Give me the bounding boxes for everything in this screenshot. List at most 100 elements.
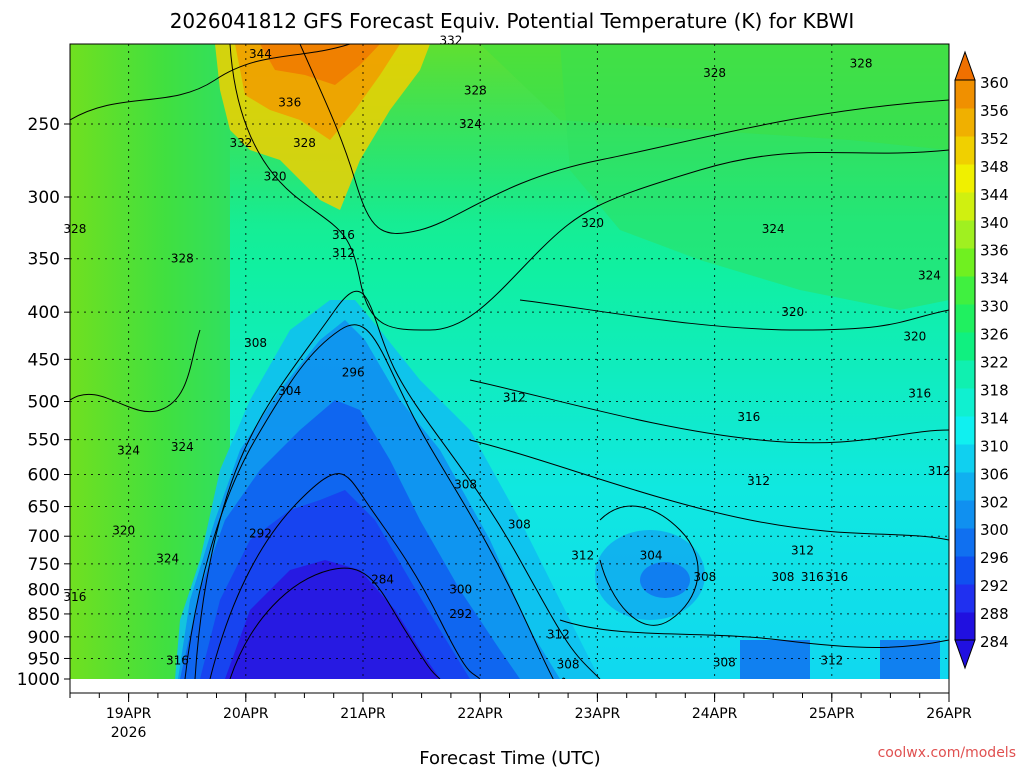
contour-label: 312 xyxy=(571,549,594,563)
contour-label: 308 xyxy=(557,658,580,672)
contour-label: 308 xyxy=(508,518,531,532)
contour-label: 328 xyxy=(850,57,873,71)
colorbar-swatch xyxy=(955,192,975,221)
chart-title: 2026041812 GFS Forecast Equiv. Potential… xyxy=(170,9,855,33)
contour-label: 308 xyxy=(693,570,716,584)
contour-label: 316 xyxy=(332,228,355,242)
contour-label: 324 xyxy=(117,443,140,457)
y-tick-label: 250 xyxy=(28,115,60,135)
x-tick-label: 20APR xyxy=(223,706,269,722)
contour-label: 316 xyxy=(63,590,86,604)
colorbar-swatch xyxy=(955,108,975,137)
colorbar-swatch xyxy=(955,444,975,473)
y-tick-label: 800 xyxy=(28,581,60,601)
colorbar-swatch xyxy=(955,164,975,193)
colorbar-label: 344 xyxy=(980,186,1009,204)
y-tick-label: 300 xyxy=(28,188,60,208)
contour-label: 300 xyxy=(449,583,472,597)
colorbar-label: 322 xyxy=(980,354,1009,372)
x-tick-label: 25APR xyxy=(809,706,855,722)
colorbar-swatch xyxy=(955,136,975,165)
colorbar: 284 288 292 296 300 302 306 310 314 318 322 326 330 3… xyxy=(954,50,1009,670)
colorbar-swatch xyxy=(955,220,975,249)
y-tick-label: 900 xyxy=(28,628,60,648)
colorbar-swatch xyxy=(955,304,975,333)
contour-label: 312 xyxy=(332,246,355,260)
colorbar-label: 326 xyxy=(980,326,1009,344)
x-tick-label: 26APR xyxy=(926,706,972,722)
colorbar-label: 296 xyxy=(980,549,1009,567)
colorbar-top-extension xyxy=(954,50,976,81)
contour-label: 316 xyxy=(825,570,848,584)
contour-label: 308 xyxy=(244,336,267,350)
colorbar-label: 352 xyxy=(980,130,1009,148)
colorbar-label: 310 xyxy=(980,437,1009,455)
x-tick-label: 22APR xyxy=(457,706,503,722)
contour-label: 316 xyxy=(166,654,189,668)
colorbar-swatch xyxy=(955,332,975,361)
contour-label: 316 xyxy=(737,410,760,424)
y-tick-label: 500 xyxy=(28,393,60,413)
contour-label: 312 xyxy=(547,628,570,642)
contour-label: 312 xyxy=(820,654,843,668)
contour-label: 324 xyxy=(171,440,194,454)
x-tick-label: 24APR xyxy=(692,706,738,722)
x-axis-label: Forecast Time (UTC) xyxy=(419,748,600,768)
colorbar-frame xyxy=(954,79,976,641)
y-tick-label: 650 xyxy=(28,498,60,518)
y-tick-label: 550 xyxy=(28,431,60,451)
x-tick-label: 21APR xyxy=(340,706,386,722)
colorbar-label: 306 xyxy=(980,465,1009,483)
contour-label: 316 xyxy=(908,386,931,400)
x-tick-label: 23APR xyxy=(575,706,621,722)
ground-strip xyxy=(70,679,949,693)
contour-label: 328 xyxy=(63,222,86,236)
contour-label: 292 xyxy=(249,526,272,540)
contour-label: 312 xyxy=(791,543,814,557)
y-tick-label: 350 xyxy=(28,250,60,270)
colorbar-swatch xyxy=(955,612,975,641)
contour-label: 324 xyxy=(459,117,482,131)
contour-label: 332 xyxy=(229,136,252,150)
contour-label: 328 xyxy=(171,252,194,266)
colorbar-swatch xyxy=(955,248,975,277)
contour-label: 336 xyxy=(278,96,301,110)
colorbar-label: 348 xyxy=(980,158,1009,176)
contour-label: 332 xyxy=(439,34,462,48)
contour-label: 344 xyxy=(249,47,272,61)
contour-label: 312 xyxy=(928,464,951,478)
contour-label: 308 xyxy=(713,656,736,670)
contour-label: 284 xyxy=(371,573,394,587)
colorbar-label: 302 xyxy=(980,493,1009,511)
contour-label: 320 xyxy=(781,305,804,319)
colorbar-swatch xyxy=(955,528,975,557)
colorbar-label: 288 xyxy=(980,605,1009,623)
colorbar-swatch xyxy=(955,276,975,305)
colorbar-label: 360 xyxy=(980,74,1009,92)
colorbar-label: 292 xyxy=(980,577,1009,595)
contour-label: 328 xyxy=(464,84,487,98)
contour-label: 320 xyxy=(903,329,926,343)
y-tick-label: 600 xyxy=(28,465,60,485)
contour-label: 328 xyxy=(703,66,726,80)
colorbar-swatch xyxy=(955,416,975,445)
colorbar-bottom-extension xyxy=(954,639,976,670)
contour-label: 328 xyxy=(293,136,316,150)
contour-label: 320 xyxy=(581,216,604,230)
colorbar-label: 318 xyxy=(980,381,1009,399)
contour-label: 304 xyxy=(278,384,301,398)
colorbar-label: 284 xyxy=(980,633,1009,651)
contour-label: 292 xyxy=(449,607,472,621)
colorbar-label: 356 xyxy=(980,102,1009,120)
contour-label: 308 xyxy=(454,477,477,491)
y-tick-label: 850 xyxy=(28,605,60,625)
contour-label: 324 xyxy=(918,269,941,283)
y-tick-label: 750 xyxy=(28,555,60,575)
colorbar-swatch xyxy=(955,472,975,501)
contour-label: 308 xyxy=(772,570,795,584)
colorbar-swatch xyxy=(955,360,975,389)
contour-label: 304 xyxy=(640,549,663,563)
contour-label: 320 xyxy=(264,169,287,183)
contour-label: 316 xyxy=(801,570,824,584)
